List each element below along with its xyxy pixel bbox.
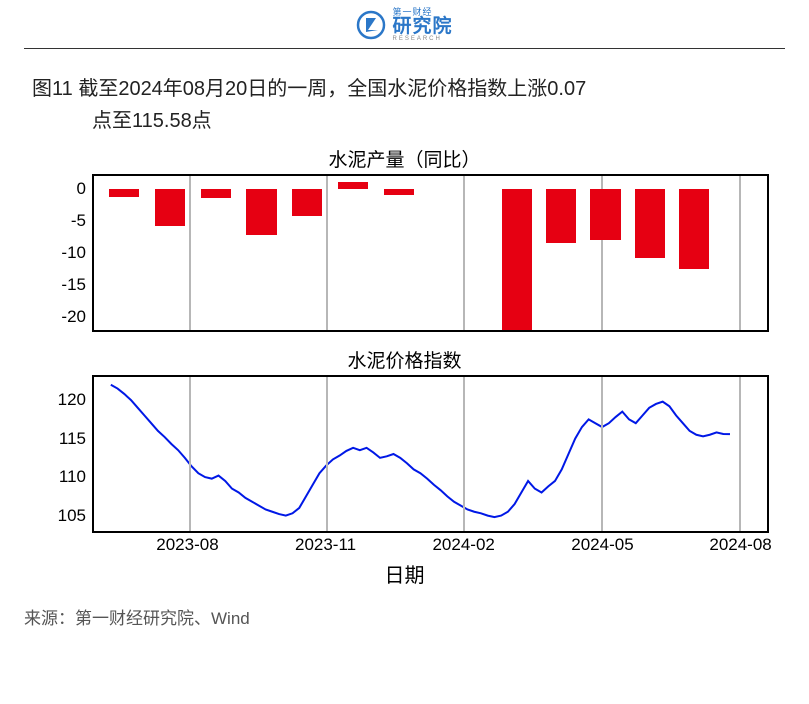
- chart-bar: [201, 189, 231, 199]
- chart-gridline: [739, 377, 741, 531]
- chart-gridline: [189, 377, 191, 531]
- chart-bar: [546, 189, 576, 244]
- logo-text: 第一财经 研究院 RESEARCH: [392, 8, 452, 42]
- chart-bar: [384, 189, 414, 195]
- page-header: 第一财经 研究院 RESEARCH: [0, 0, 809, 48]
- x-tick-label: 2024-08: [709, 535, 771, 555]
- y-tick-label: 0: [77, 179, 86, 199]
- chart-bottom-yaxis: 120 115 110 105: [44, 377, 90, 531]
- chart-bottom-title: 水泥价格指数: [32, 346, 777, 373]
- x-tick-label: 2024-02: [432, 535, 494, 555]
- chart-bar: [635, 189, 665, 258]
- chart-gridline: [463, 377, 465, 531]
- chart-gridline: [326, 176, 328, 330]
- chart-bottom-line: [94, 377, 767, 531]
- y-tick-label: 120: [58, 390, 86, 410]
- chart-bar: [246, 189, 276, 235]
- chart-gridline: [326, 377, 328, 531]
- y-tick-label: 110: [59, 467, 86, 487]
- x-tick-label: 2023-08: [156, 535, 218, 555]
- chart-bar: [590, 189, 620, 240]
- chart-gridline: [189, 176, 191, 330]
- header-separator: [24, 48, 785, 49]
- y-tick-label: -5: [71, 211, 86, 231]
- chart-gridline: [739, 176, 741, 330]
- chart-bar: [155, 189, 185, 226]
- chart-bar: [502, 189, 532, 330]
- figure-caption: 图11 截至2024年08月20日的一周，全国水泥价格指数上涨0.07 点至11…: [32, 73, 777, 137]
- x-axis-label: 日期: [32, 559, 777, 588]
- chart-bar: [679, 189, 709, 269]
- logo-org-big: 研究院: [392, 17, 452, 36]
- caption-line2: 点至115.58点: [32, 105, 777, 137]
- chart-gridline: [601, 377, 603, 531]
- logo: 第一财经 研究院 RESEARCH: [356, 8, 452, 42]
- chart-top-title: 水泥产量（同比）: [32, 145, 777, 172]
- x-tick-label: 2024-05: [571, 535, 633, 555]
- chart-gridline: [463, 176, 465, 330]
- y-tick-label: -20: [61, 307, 86, 327]
- chart-bar: [292, 189, 322, 216]
- chart-area: 水泥产量（同比） 0 -5 -10 -15 -20 水泥价格指数 120 115 110 10…: [32, 145, 777, 588]
- x-axis: 2023-08 2023-11 2024-02 2024-05 2024-08: [92, 533, 769, 559]
- y-tick-label: 105: [58, 506, 86, 526]
- x-tick-label: 2023-11: [295, 535, 356, 555]
- chart-top-yaxis: 0 -5 -10 -15 -20: [44, 176, 90, 330]
- chart-bar: [338, 182, 368, 188]
- caption-line1: 图11 截至2024年08月20日的一周，全国水泥价格指数上涨0.07: [32, 73, 777, 105]
- y-tick-label: 115: [59, 429, 86, 449]
- logo-icon: [356, 10, 386, 40]
- chart-bar: [109, 189, 139, 197]
- chart-bottom-panel: 120115110105: [92, 375, 769, 533]
- source-text: 来源：第一财经研究院、Wind: [24, 604, 785, 629]
- y-tick-label: -10: [61, 243, 86, 263]
- chart-top-panel: 0-5-10-15-20: [92, 174, 769, 332]
- y-tick-label: -15: [61, 275, 86, 295]
